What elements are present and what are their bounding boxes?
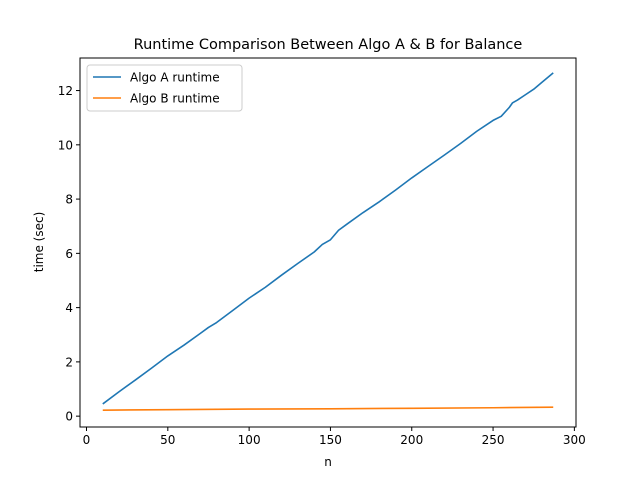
y-tick-label: 0 <box>65 410 73 424</box>
x-tick-label: 250 <box>482 433 505 447</box>
x-tick-label: 100 <box>238 433 261 447</box>
y-tick-label: 4 <box>65 301 73 315</box>
y-tick-label: 10 <box>58 138 73 152</box>
x-axis-ticks: 0 50 100 150 200 250 300 <box>83 427 586 447</box>
legend-box <box>86 64 243 112</box>
y-tick-label: 8 <box>65 193 73 207</box>
x-tick-label: 50 <box>160 433 175 447</box>
series-line-algo-a <box>102 72 554 405</box>
y-tick-label: 6 <box>65 247 73 261</box>
legend: Algo A runtime Algo B runtime <box>86 64 243 112</box>
chart-title: Runtime Comparison Between Algo A & B fo… <box>134 37 523 53</box>
series-line-algo-b <box>102 406 554 411</box>
y-tick-label: 12 <box>58 84 73 98</box>
y-axis-label: time (sec) <box>32 212 46 273</box>
legend-label: Algo A runtime <box>130 71 220 85</box>
legend-label: Algo B runtime <box>130 92 220 106</box>
plot-area-frame <box>79 57 577 428</box>
x-axis-label: n <box>324 455 332 469</box>
plot-lines <box>102 72 554 411</box>
x-tick-label: 200 <box>400 433 423 447</box>
x-tick-label: 0 <box>83 433 91 447</box>
y-tick-label: 2 <box>65 355 73 369</box>
x-tick-label: 150 <box>319 433 342 447</box>
y-axis-ticks: 0 2 4 6 8 10 12 <box>58 84 80 424</box>
x-tick-label: 300 <box>563 433 586 447</box>
